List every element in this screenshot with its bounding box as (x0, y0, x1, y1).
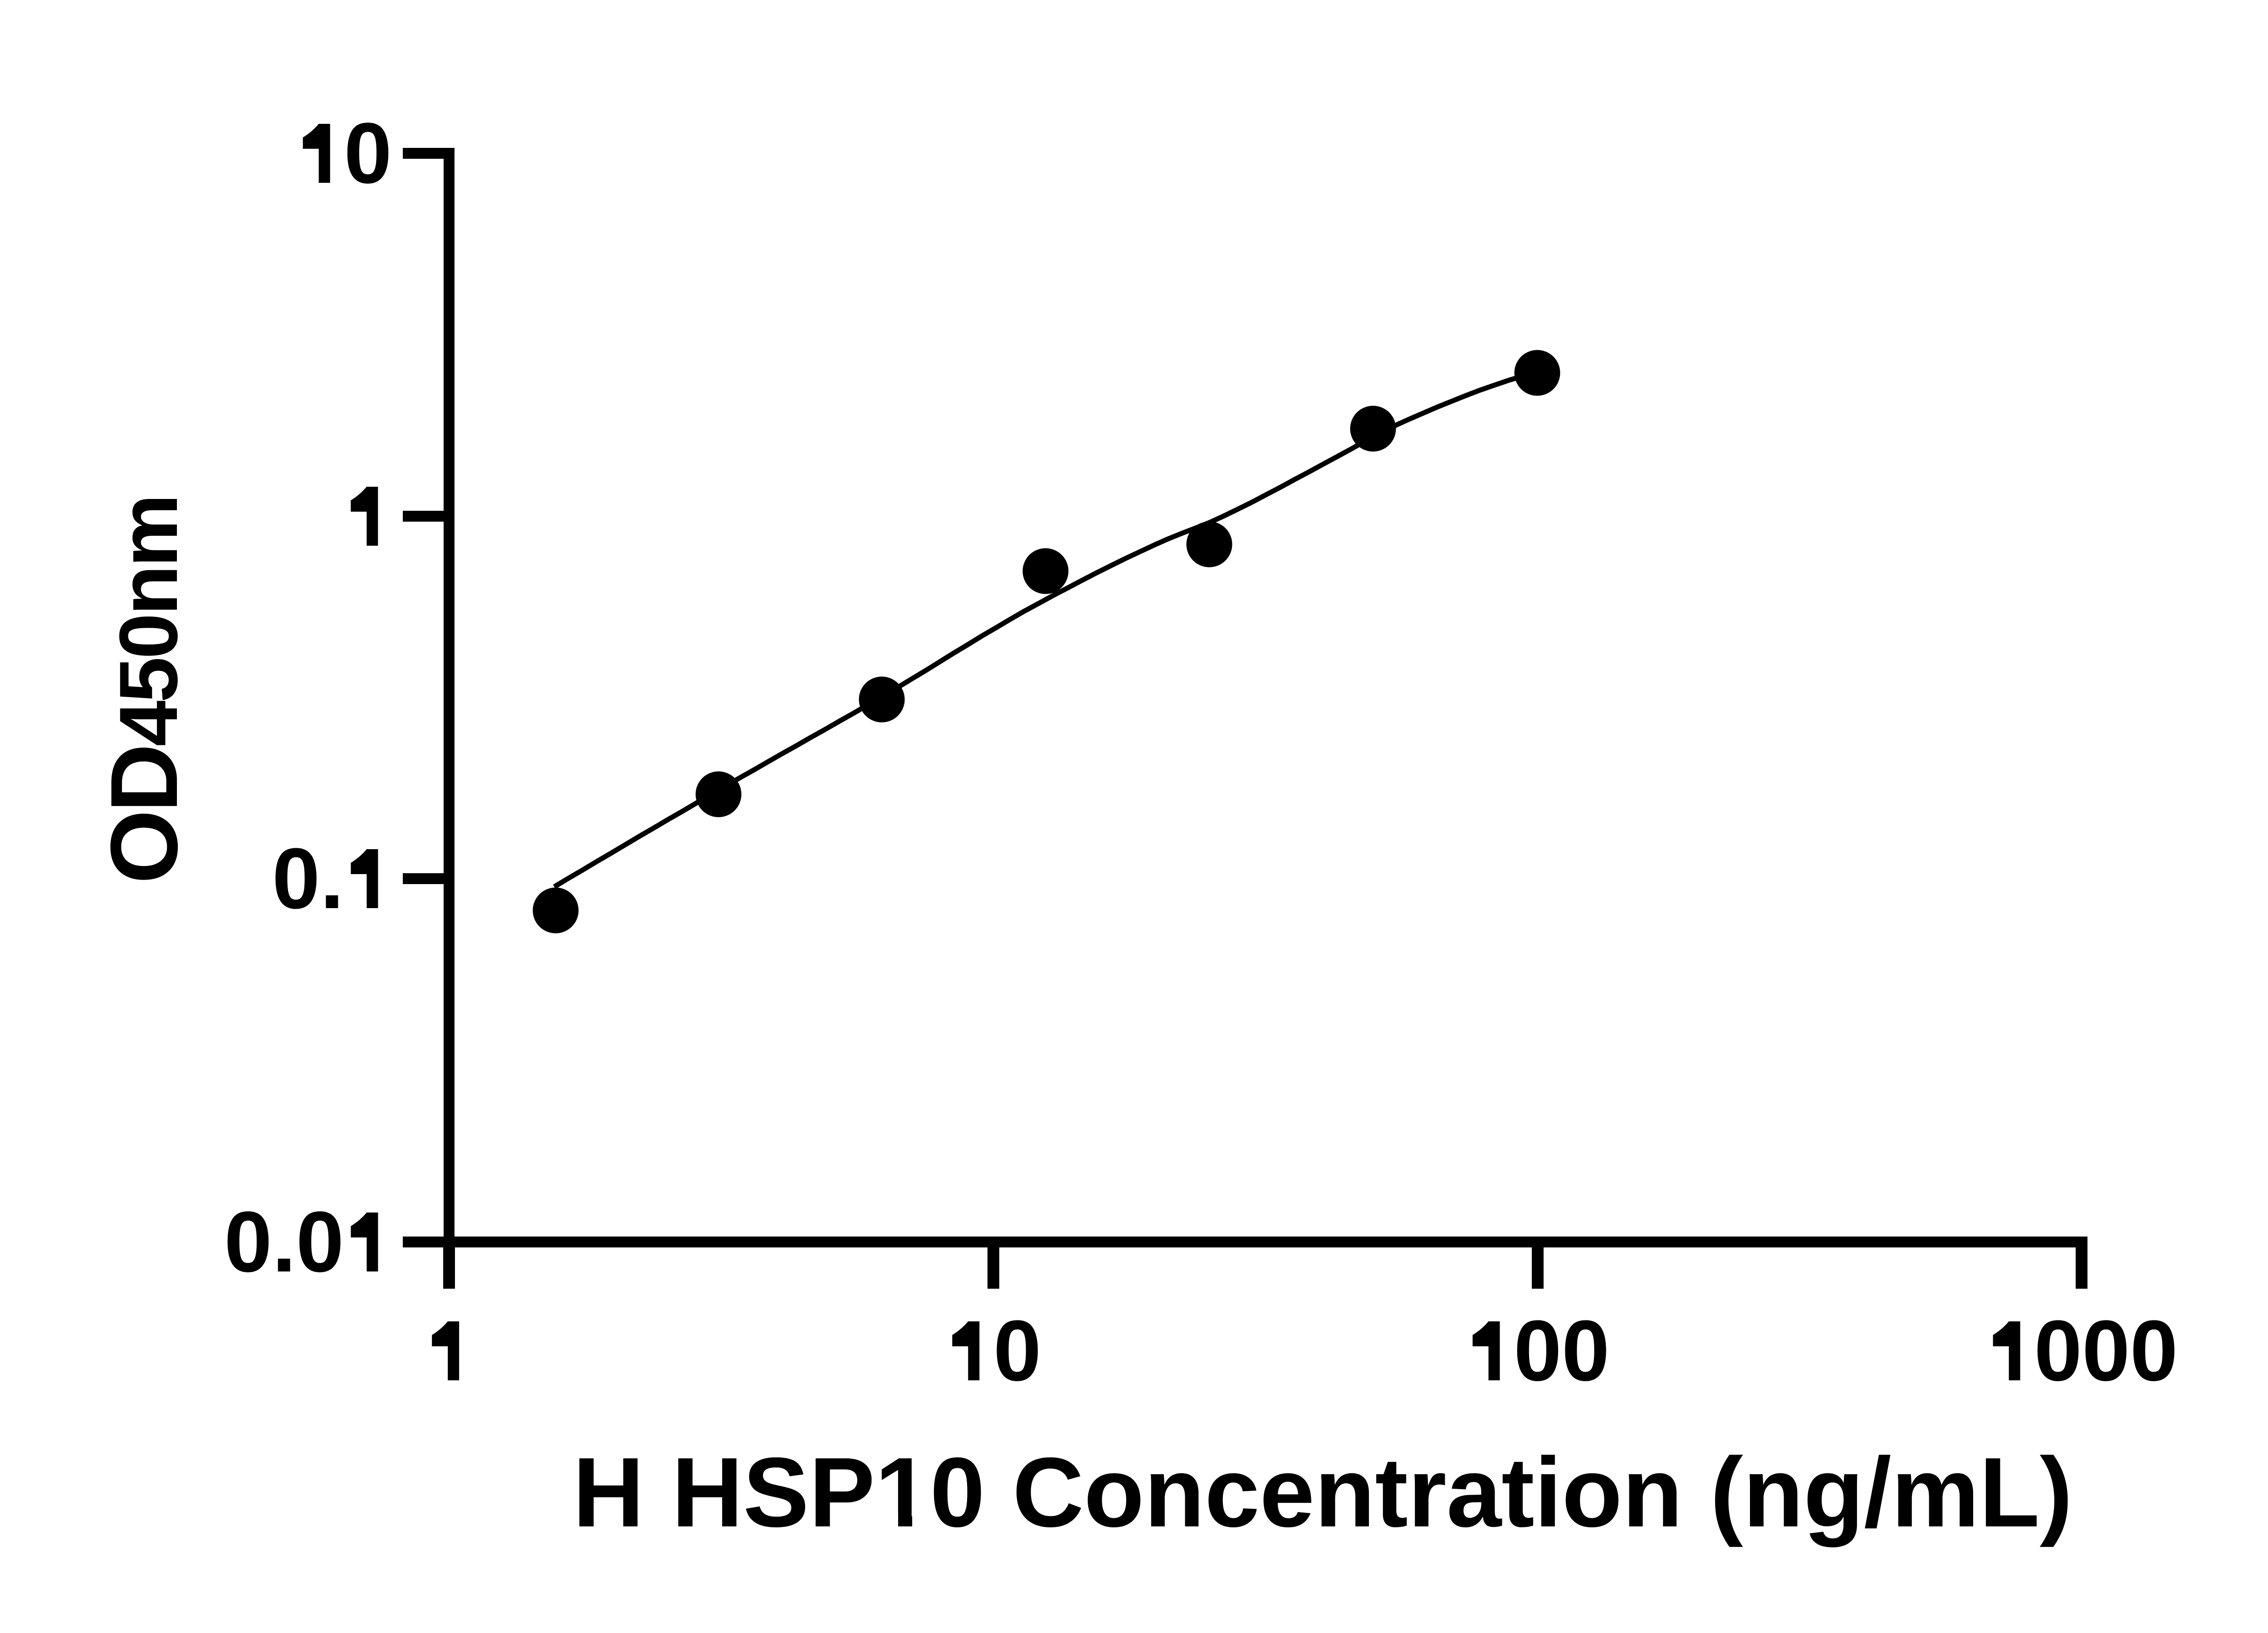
svg-text:OD450nm: OD450nm (91, 496, 197, 884)
svg-text:0.: 0. (272, 831, 344, 927)
svg-text:000: 000 (2034, 1303, 2178, 1399)
svg-text:H HSP10 Concentration (ng/mL): H HSP10 Concentration (ng/mL) (573, 1437, 2073, 1548)
svg-text:0.0: 0.0 (224, 1194, 344, 1290)
svg-text:00: 00 (1514, 1303, 1609, 1399)
svg-text:0: 0 (344, 105, 392, 201)
svg-text:0: 0 (993, 1303, 1041, 1399)
